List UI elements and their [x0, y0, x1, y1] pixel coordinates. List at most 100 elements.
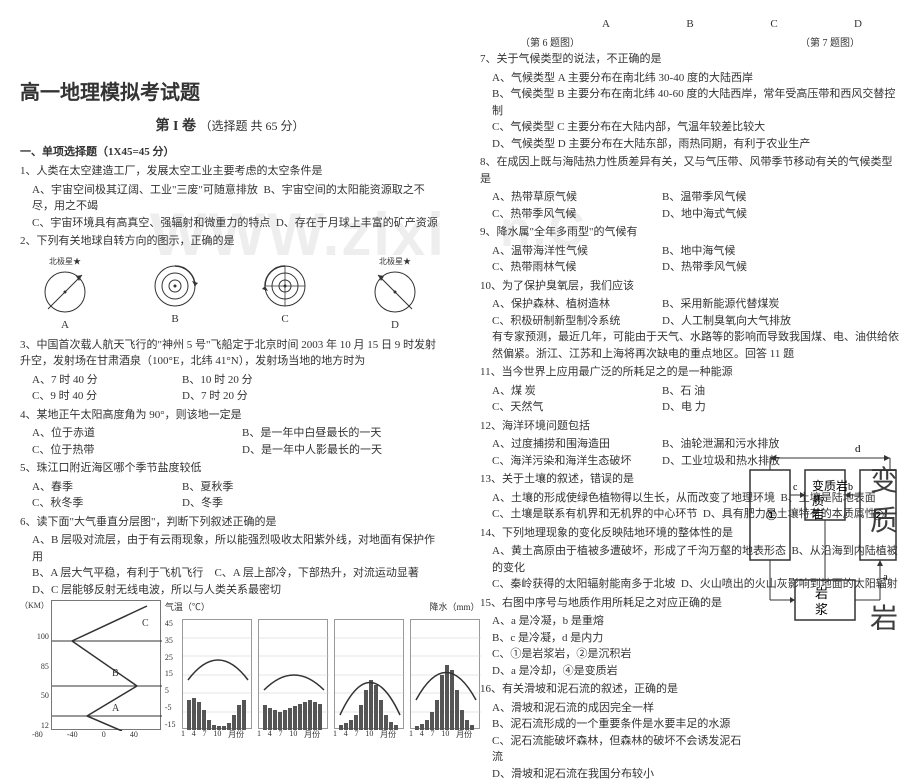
svg-text:b: b — [848, 482, 853, 493]
y50: 50 — [20, 691, 49, 700]
star-label-d: 北极星★ — [370, 256, 420, 267]
xs2: 1 — [257, 729, 261, 740]
q7b: B、气候类型 B 主要分布在南北纬 40-60 度的大陆西岸，常年受高压带和西风… — [492, 86, 900, 119]
q2-figB: B — [150, 261, 200, 325]
q8-opts2: C、热带季风气候 D、地中海式气候 — [492, 206, 900, 223]
q9d: D、热带季风气候 — [662, 259, 802, 276]
temp-axis-label: 气温（℃） — [165, 600, 210, 613]
q1-stem: 1、人类在太空建造工厂，发展太空工业主要考虑的太空条件是 — [20, 163, 440, 180]
y85: 85 — [20, 662, 49, 671]
q9-stem: 9、降水属"全年多雨型"的气候有 — [480, 224, 900, 241]
q4-stem: 4、某地正午太阳高度角为 90°，则该地一定是 — [20, 407, 440, 424]
chart-A — [182, 619, 252, 729]
svg-text:质: 质 — [812, 494, 824, 508]
abcd-B: B — [655, 18, 725, 30]
abcd-A: A — [571, 18, 641, 30]
cy6: -15 — [165, 720, 176, 729]
xm3d: 10 — [441, 729, 449, 740]
q5b: B、夏秋季 — [182, 479, 302, 496]
q12a: A、过度捕捞和围海造田 — [492, 436, 632, 453]
q11-stem: 11、当今世界上应用最广泛的所耗足之的是一种能源 — [480, 364, 900, 381]
tx3: 40 — [130, 730, 138, 739]
y100: 100 — [20, 632, 49, 641]
xm3b: 10 — [289, 729, 297, 740]
q4b: B、是一年中白昼最长的一天 — [242, 425, 422, 442]
q9-opts2: C、热带雨林气候 D、热带季风气候 — [492, 259, 900, 276]
xu2: 月份 — [304, 729, 320, 740]
q10b: B、采用新能源代替煤炭 — [662, 296, 802, 313]
figcap6: （第 6 题图） — [520, 34, 580, 49]
q16a: A、滑坡和泥石流的成因完全一样 — [492, 700, 752, 717]
svg-text:变: 变 — [870, 465, 898, 497]
q1-optA: A、宇宙空间极其辽阔、工业"三废"可随意排放 B、宇宙空间的太阳能资源取之不尽，… — [32, 182, 440, 215]
q10-opts2: C、积极研制新型制冷系统 D、人工制臭氧向大气排放 — [492, 313, 900, 330]
q7-stem: 7、关于气候类型的说法，不正确的是 — [480, 51, 900, 68]
cy1: 35 — [165, 636, 176, 645]
exam-title: 高一地理模拟考试题 — [20, 76, 440, 105]
q11c: C、天然气 — [492, 399, 632, 416]
rock-cycle-diagram: d ① 变质岩 质 岩 ② c b — [740, 440, 900, 630]
q2-labelA: A — [40, 319, 90, 331]
q3b: B、10 时 20 分 — [182, 372, 302, 389]
q6bc: B、A 层大气平稳，有利于飞机飞行 C、A 层上部冷，下部热升，对流运动显著 — [32, 565, 440, 582]
xm2c: 7 — [355, 729, 359, 740]
q5-stem: 5、珠江口附近海区哪个季节盐度较低 — [20, 460, 440, 477]
tx0: -80 — [32, 730, 43, 739]
q8-opts: A、热带草原气候 B、温带季风气候 — [492, 189, 900, 206]
q5c: C、秋冬季 — [32, 495, 152, 512]
q2-stem: 2、下列有关地球自转方向的图示，正确的是 — [20, 233, 440, 250]
q2-figures: 北极星★ A — [20, 256, 440, 331]
svg-text:岩: 岩 — [870, 603, 898, 630]
q15a: A、a 是冷凝，b 是重熔 — [492, 613, 752, 630]
svg-text:B: B — [112, 668, 119, 679]
q7a: A、气候类型 A 主要分布在南北纬 30-40 度的大陆西岸 — [492, 70, 900, 87]
q6-stem: 6、读下面"大气垂直分层图"，判断下列叙述正确的是 — [20, 514, 440, 531]
figcap7: （第 7 题图） — [800, 34, 860, 49]
q8-stem: 8、在成因上既与海陆热力性质差异有关，又与气压带、风带季节移动有关的气候类型是 — [480, 154, 900, 187]
svg-text:浆: 浆 — [815, 602, 828, 617]
q3-stem: 3、中国首次载人航天飞行的"神州 5 号"飞船定于北京时间 2003 年 10 … — [20, 337, 440, 370]
q4-opts2: C、位于热带 D、是一年中人影最长的一天 — [32, 442, 440, 459]
xu3: 月份 — [380, 729, 396, 740]
svg-text:变质岩: 变质岩 — [812, 478, 848, 493]
q11a: A、煤 炭 — [492, 383, 632, 400]
xu1: 月份 — [228, 729, 244, 740]
xm2: 4 — [268, 729, 272, 740]
subtitle-note: （选择题 共 65 分） — [199, 119, 304, 133]
q4a: A、位于赤道 — [32, 425, 212, 442]
tx1: -40 — [67, 730, 78, 739]
svg-text:d: d — [855, 443, 861, 455]
q5-opts: A、春季 B、夏秋季 — [32, 479, 440, 496]
section1-header: 一、单项选择题（1X45=45 分） — [20, 143, 440, 159]
q9a: A、温带海洋性气候 — [492, 243, 632, 260]
abcd-C: C — [739, 18, 809, 30]
xm1: 4 — [192, 729, 196, 740]
q11d: D、电 力 — [662, 399, 802, 416]
q15b: B、c 是冷凝，d 是内力 — [492, 630, 752, 647]
q4-opts: A、位于赤道 B、是一年中白昼最长的一天 — [32, 425, 440, 442]
xs1: 1 — [181, 729, 185, 740]
exam-subtitle: 第 I 卷 （选择题 共 65 分） — [20, 115, 440, 135]
q10a: A、保护森林、植树造林 — [492, 296, 632, 313]
abcd-D: D — [823, 18, 893, 30]
q2-labelC: C — [260, 313, 310, 325]
q2-figD: 北极星★ D — [370, 256, 420, 331]
q11b: B、石 油 — [662, 383, 802, 400]
q12-stem: 12、海洋环境问题包括 — [480, 418, 900, 435]
svg-text:质: 质 — [870, 505, 898, 537]
q8a: A、热带草原气候 — [492, 189, 632, 206]
q9b: B、地中海气候 — [662, 243, 802, 260]
q9c: C、热带雨林气候 — [492, 259, 632, 276]
svg-text:①: ① — [765, 509, 778, 524]
q9-opts: A、温带海洋性气候 B、地中海气候 — [492, 243, 900, 260]
q4c: C、位于热带 — [32, 442, 212, 459]
chart-C — [334, 619, 404, 729]
q4d: D、是一年中人影最长的一天 — [242, 442, 422, 459]
cy3: 15 — [165, 669, 176, 678]
tx2: 0 — [102, 730, 106, 739]
svg-text:A: A — [112, 703, 120, 714]
q8c: C、热带季风气候 — [492, 206, 632, 223]
cy2: 25 — [165, 653, 176, 662]
layer-chart: （KM） 100 85 50 12 C — [20, 600, 161, 739]
q12c: C、海洋污染和海洋生态破坏 — [492, 453, 632, 470]
